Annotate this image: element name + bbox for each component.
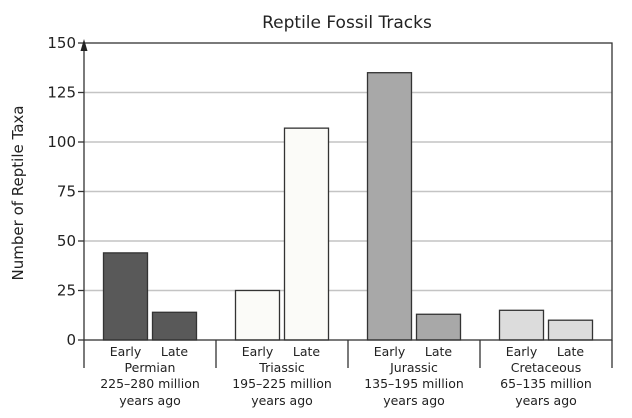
bar-jurassic-early bbox=[366, 72, 413, 341]
bar-triassic-late bbox=[283, 127, 330, 341]
x-tick-label: Early bbox=[242, 344, 274, 359]
bar-cretaceous-early bbox=[498, 309, 545, 341]
y-tick-label: 100 bbox=[47, 133, 76, 151]
y-tick-label: 50 bbox=[57, 232, 76, 250]
x-tick-label: Early bbox=[110, 344, 142, 359]
bar-permian-early bbox=[102, 252, 149, 341]
y-tick-label: 25 bbox=[57, 282, 76, 300]
x-tick-label: Late bbox=[293, 344, 321, 359]
group-label-range: 225–280 million bbox=[100, 376, 200, 391]
bar-permian-late bbox=[151, 311, 198, 341]
y-axis: 0 25 50 75 100 125 150 bbox=[47, 34, 88, 349]
y-axis-arrow bbox=[80, 39, 88, 51]
gridlines bbox=[84, 91, 612, 292]
bar-jurassic-late bbox=[415, 313, 462, 341]
group-label-suffix: years ago bbox=[383, 393, 445, 408]
group-label-period: Jurassic bbox=[389, 360, 438, 375]
bar-cretaceous-late bbox=[547, 319, 594, 341]
bars bbox=[102, 72, 594, 341]
group-label-suffix: years ago bbox=[515, 393, 577, 408]
group-label-range: 65–135 million bbox=[500, 376, 592, 391]
group-label-period: Permian bbox=[125, 360, 176, 375]
x-tick-label: Late bbox=[161, 344, 189, 359]
x-tick-label: Late bbox=[557, 344, 585, 359]
bar-triassic-early bbox=[234, 289, 281, 341]
group-label-suffix: years ago bbox=[119, 393, 181, 408]
y-tick-label: 75 bbox=[57, 183, 76, 201]
x-tick-label: Early bbox=[374, 344, 406, 359]
y-axis-label: Number of Reptile Taxa bbox=[9, 106, 27, 281]
chart-title: Reptile Fossil Tracks bbox=[262, 13, 432, 33]
group-label-period: Cretaceous bbox=[511, 360, 582, 375]
y-tick-label: 125 bbox=[47, 84, 76, 102]
y-tick-label: 0 bbox=[66, 331, 76, 349]
y-tick-label: 150 bbox=[47, 34, 76, 52]
group-label-range: 135–195 million bbox=[364, 376, 464, 391]
x-tick-label: Early bbox=[506, 344, 538, 359]
group-label-suffix: years ago bbox=[251, 393, 313, 408]
x-tick-label: Late bbox=[425, 344, 453, 359]
group-label-period: Triassic bbox=[258, 360, 305, 375]
group-label-range: 195–225 million bbox=[232, 376, 332, 391]
